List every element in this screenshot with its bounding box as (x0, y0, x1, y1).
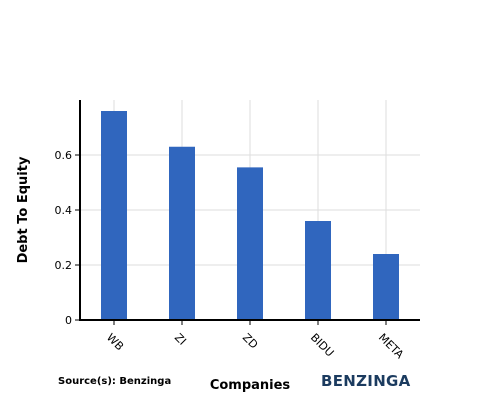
x-axis-title: Companies (210, 378, 291, 393)
x-tick-label-bidu: BIDU (308, 331, 337, 360)
x-tick-label-zi: ZI (172, 331, 189, 348)
x-tick-label-meta: META (376, 331, 407, 362)
x-tick-label-wb: WB (104, 331, 126, 353)
y-tick-label: 0.2 (55, 259, 73, 272)
bar-meta (373, 254, 399, 320)
source-note: Source(s): Benzinga (58, 376, 171, 387)
bar-zd (237, 167, 263, 320)
y-tick-label: 0.6 (55, 149, 73, 162)
bar-zi (169, 146, 195, 320)
y-tick-label: 0 (65, 314, 72, 327)
bar-bidu (305, 221, 331, 320)
y-tick-label: 0.4 (55, 204, 73, 217)
bars-layer (101, 111, 399, 320)
bar-wb (101, 111, 127, 320)
benzinga-logo: BENZINGA (321, 372, 411, 390)
x-tick-label-zd: ZD (240, 331, 261, 352)
y-axis-title: Debt To Equity (16, 156, 31, 263)
